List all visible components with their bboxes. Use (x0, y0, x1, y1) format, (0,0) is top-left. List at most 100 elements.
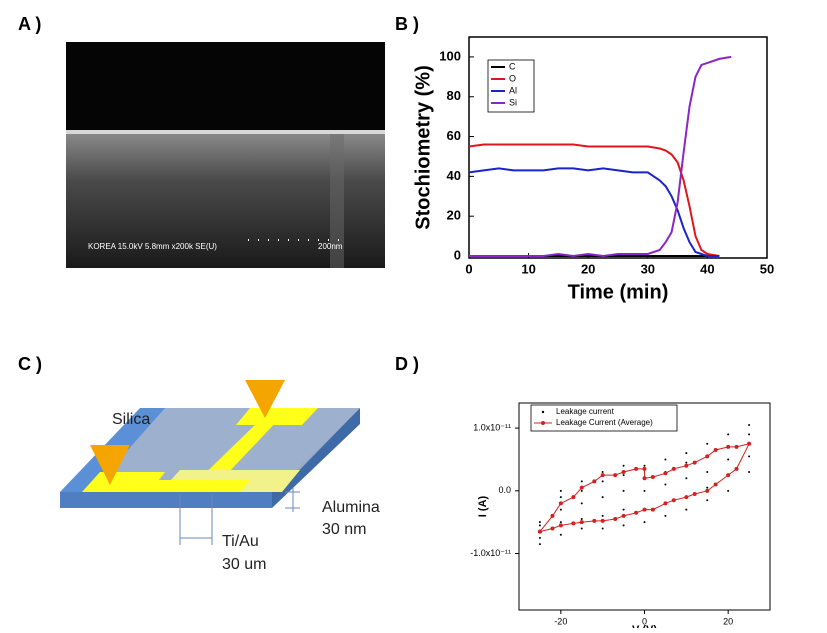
average-point (621, 513, 626, 518)
scatter-point (706, 442, 709, 445)
x-tick-label: -20 (554, 616, 567, 626)
sem-scale: 200nm (318, 242, 343, 251)
x-axis-label: V (V) (632, 624, 657, 628)
average-point (592, 518, 597, 523)
scatter-point (538, 536, 541, 539)
y-tick-label: 0 (454, 247, 461, 262)
scatter-point (580, 502, 583, 505)
legend-box (530, 404, 678, 432)
scatter-point (601, 496, 604, 499)
scatter-point (622, 524, 625, 527)
scatter-point (559, 496, 562, 499)
scatter-point (706, 499, 709, 502)
average-point (621, 470, 626, 474)
average-point (650, 507, 655, 512)
average-point (692, 491, 697, 496)
y-tick-label: 40 (447, 168, 461, 183)
scatter-point (622, 489, 625, 492)
legend-swatch (541, 410, 545, 414)
average-point (642, 476, 647, 481)
average-point (726, 444, 731, 449)
scatter-point (538, 521, 541, 524)
average-point (684, 495, 689, 500)
scatter-point (538, 543, 541, 546)
average-point (650, 475, 655, 480)
label-alumina-thickness: 30 nm (322, 521, 366, 538)
sem-image: KOREA 15.0kV 5.8mm x200k SE(U) 200nm (66, 42, 385, 268)
average-point (571, 495, 576, 500)
scatter-point (727, 489, 730, 492)
scatter-point (685, 452, 688, 455)
scatter-point (559, 489, 562, 492)
average-point (684, 463, 689, 468)
label-electrode-width: 30 um (222, 556, 266, 573)
legend-label: C (509, 61, 516, 71)
scatter-point (601, 514, 604, 517)
scatter-point (601, 480, 604, 483)
legend-label: Si (509, 97, 517, 107)
scatter-point (748, 423, 751, 426)
average-point (550, 526, 555, 531)
legend-label: Leakage Current (Average) (556, 418, 653, 427)
average-point (579, 520, 584, 525)
average-point (734, 444, 739, 449)
device-diagram: Silica Alumina 30 nm Ti/Au 30 um (60, 380, 380, 573)
average-point (747, 441, 752, 446)
average-point (692, 460, 697, 465)
panel-label: C ) (18, 354, 42, 374)
scatter-point (622, 464, 625, 467)
average-point (713, 482, 718, 487)
series-line (469, 55, 732, 258)
x-tick-label: 0 (465, 261, 472, 276)
scatter-point (748, 433, 751, 436)
average-point (671, 466, 676, 471)
average-point (600, 473, 605, 478)
average-point (558, 523, 563, 528)
average-point (705, 454, 710, 459)
average-point (663, 501, 668, 506)
scatter-point (538, 524, 541, 527)
x-tick-label: 10 (521, 261, 535, 276)
average-point (579, 485, 584, 490)
legend-label: Al (509, 85, 517, 95)
scatter-point (748, 455, 751, 458)
scatter-point (643, 464, 646, 467)
y-tick-label: 0.0 (498, 485, 511, 495)
label-electrode: Ti/Au (222, 533, 259, 550)
average-point (592, 479, 597, 484)
scatter-point (580, 518, 583, 521)
scatter-point (664, 483, 667, 486)
scatter-point (559, 508, 562, 511)
scatter-point (622, 508, 625, 511)
y-tick-label: 100 (439, 48, 461, 63)
y-tick-label: 60 (447, 128, 461, 143)
scatter-point (685, 461, 688, 464)
scatter-point (685, 508, 688, 511)
panel-label: A ) (18, 14, 41, 34)
scatter-point (727, 458, 730, 461)
scatter-point (559, 533, 562, 536)
scatter-point (643, 489, 646, 492)
x-tick-label: 0 (642, 616, 647, 626)
y-axis-label: Stochiometry (%) (412, 65, 434, 229)
average-point (713, 448, 718, 453)
y-tick-label: 1.0x10⁻¹¹ (473, 422, 511, 432)
scatter-point (685, 477, 688, 480)
legend-swatch (541, 421, 545, 425)
average-point (600, 518, 605, 523)
label-silica: Silica (112, 411, 150, 428)
x-tick-label: 50 (760, 261, 774, 276)
scatter-point (643, 521, 646, 524)
x-tick-label: 30 (641, 261, 655, 276)
y-axis-label: I (A) (477, 495, 489, 517)
scatter-point (727, 433, 730, 436)
x-axis-label: Time (min) (568, 281, 669, 303)
scatter-point (664, 458, 667, 461)
sem-caption: KOREA 15.0kV 5.8mm x200k SE(U) (88, 242, 217, 251)
label-alumina: Alumina (322, 499, 380, 516)
average-point (537, 529, 542, 534)
average-line (539, 443, 751, 533)
scatter-point (622, 474, 625, 477)
plot-frame (468, 36, 768, 259)
scatter-point (664, 514, 667, 517)
